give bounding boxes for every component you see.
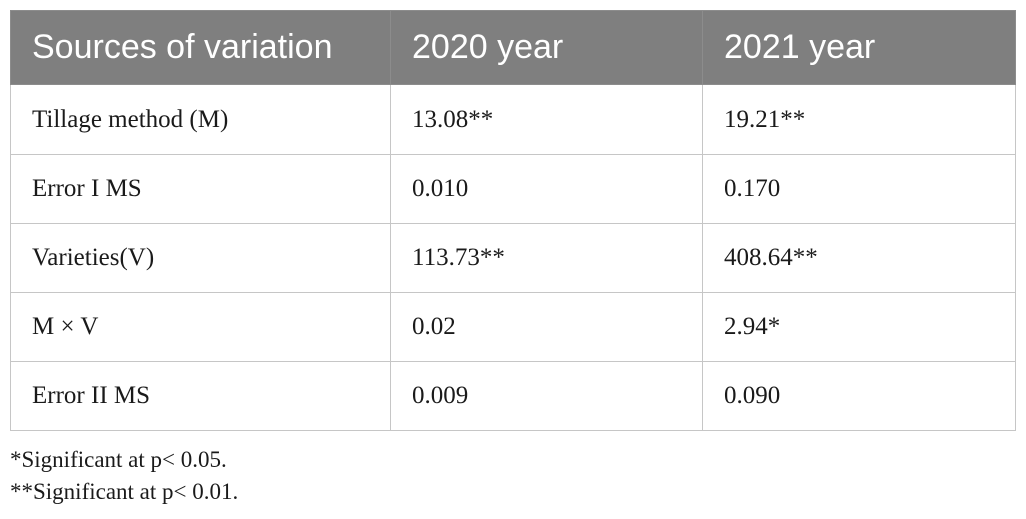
row-label: Error II MS — [10, 361, 391, 431]
cell-2021: 0.170 — [702, 154, 1016, 224]
row-label: Varieties(V) — [10, 223, 391, 293]
table-row: Error II MS 0.009 0.090 — [10, 361, 1016, 431]
table-footnotes: *Significant at p< 0.05. **Significant a… — [10, 444, 238, 508]
table-header: Sources of variation 2020 year 2021 year — [10, 10, 1016, 85]
header-row: Sources of variation 2020 year 2021 year — [10, 10, 1016, 85]
cell-2020: 0.010 — [390, 154, 703, 224]
column-header-2021: 2021 year — [702, 10, 1016, 85]
cell-2020: 13.08** — [390, 84, 703, 155]
table-row: Error I MS 0.010 0.170 — [10, 154, 1016, 224]
column-header-2020: 2020 year — [390, 10, 703, 85]
cell-2021: 408.64** — [702, 223, 1016, 293]
row-label: Error I MS — [10, 154, 391, 224]
cell-2021: 19.21** — [702, 84, 1016, 155]
cell-2020: 0.009 — [390, 361, 703, 431]
footnote-significance-05: *Significant at p< 0.05. — [10, 447, 227, 472]
table-row: M × V 0.02 2.94* — [10, 292, 1016, 362]
cell-2020: 113.73** — [390, 223, 703, 293]
anova-table-container: Sources of variation 2020 year 2021 year… — [10, 10, 1016, 431]
footnote-significance-01: **Significant at p< 0.01. — [10, 479, 239, 504]
cell-2020: 0.02 — [390, 292, 703, 362]
table-row: Tillage method (M) 13.08** 19.21** — [10, 84, 1016, 155]
cell-2021: 2.94* — [702, 292, 1016, 362]
anova-table: Sources of variation 2020 year 2021 year… — [10, 10, 1016, 431]
cell-2021: 0.090 — [702, 361, 1016, 431]
row-label: M × V — [10, 292, 391, 362]
table-row: Varieties(V) 113.73** 408.64** — [10, 223, 1016, 293]
row-label: Tillage method (M) — [10, 84, 391, 155]
column-header-source: Sources of variation — [10, 10, 391, 85]
table-body: Tillage method (M) 13.08** 19.21** Error… — [10, 84, 1016, 431]
